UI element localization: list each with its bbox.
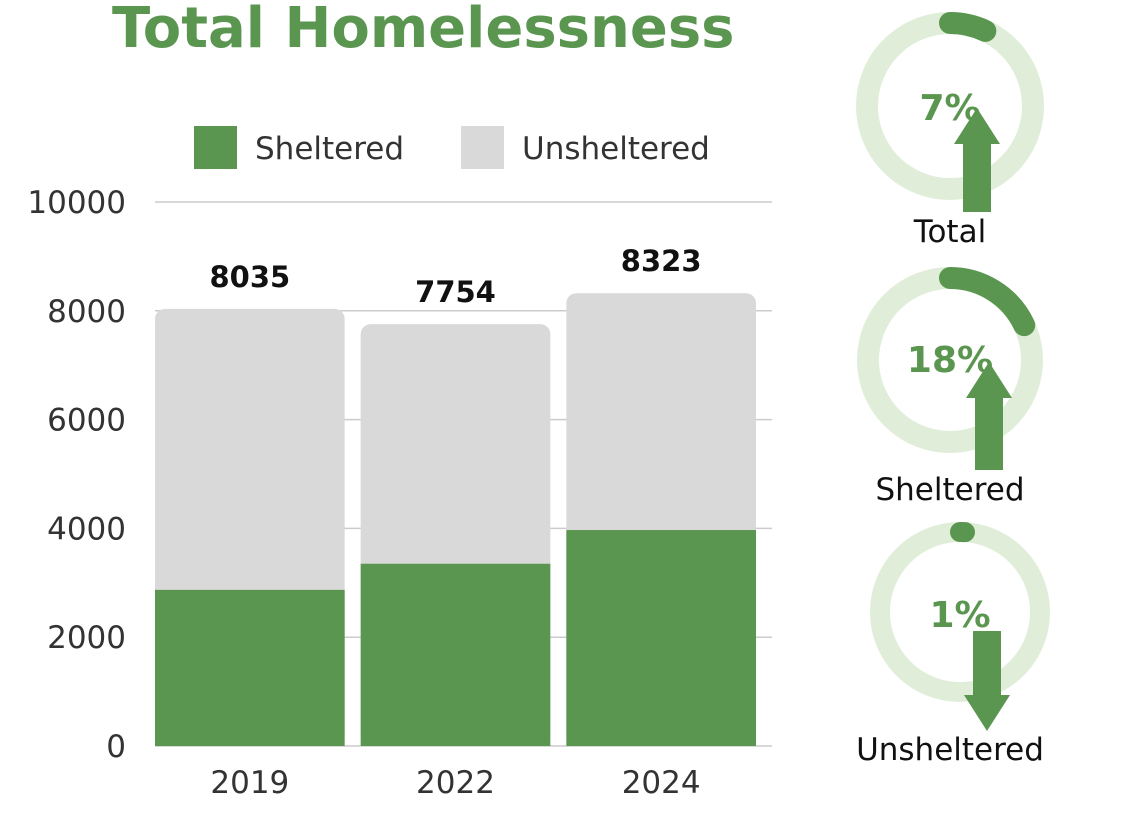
- ring-progress: [870, 522, 1050, 702]
- bars: [155, 293, 756, 746]
- legend-label-unsheltered: Unsheltered: [522, 131, 710, 167]
- ring-progress: [856, 12, 1044, 200]
- bar-sheltered: [360, 563, 551, 746]
- change-percent: 18%: [907, 340, 993, 381]
- indicator-label: Total: [913, 214, 986, 250]
- bar-total-label: 7754: [415, 275, 496, 309]
- y-tick-label: 10000: [27, 185, 126, 221]
- legend: Sheltered Unsheltered: [194, 126, 710, 169]
- total-labels: 8035 7754 8323: [209, 244, 701, 309]
- y-tick-label: 4000: [47, 511, 126, 547]
- indicator-label: Unsheltered: [856, 732, 1044, 768]
- indicator-total: 7% Total: [856, 12, 1044, 250]
- bar-total-label: 8035: [209, 260, 290, 294]
- x-tick-label: 2019: [210, 765, 289, 801]
- change-indicators: 7% Total 18% Sheltered 1% Unsheltered: [856, 12, 1050, 768]
- x-tick-label: 2022: [416, 765, 495, 801]
- legend-label-sheltered: Sheltered: [255, 131, 404, 167]
- bar-sheltered: [566, 530, 756, 746]
- indicator-unsheltered: 1% Unsheltered: [856, 522, 1050, 768]
- y-tick-label: 8000: [47, 294, 126, 330]
- legend-swatch-unsheltered: [461, 126, 504, 169]
- y-tick-label: 6000: [47, 403, 126, 439]
- change-percent: 1%: [929, 595, 990, 636]
- arrow-down-icon: [964, 631, 1010, 731]
- x-tick-label: 2024: [622, 765, 701, 801]
- chart-title: Total Homelessness: [112, 0, 735, 61]
- indicator-sheltered: 18% Sheltered: [857, 267, 1043, 508]
- y-tick-label: 2000: [47, 620, 126, 656]
- change-percent: 7%: [919, 88, 980, 129]
- arrow-up-icon: [966, 362, 1012, 470]
- bar-total-label: 8323: [621, 244, 702, 278]
- y-axis-ticks: 0 2000 4000 6000 8000 10000: [27, 185, 126, 765]
- legend-swatch-sheltered: [194, 126, 237, 169]
- y-tick-label: 0: [106, 729, 126, 765]
- indicator-label: Sheltered: [875, 472, 1024, 508]
- bar-sheltered: [155, 589, 345, 746]
- arrow-up-icon: [954, 108, 1000, 212]
- x-axis-ticks: 2019 2022 2024: [210, 765, 700, 801]
- ring-progress: [857, 267, 1043, 453]
